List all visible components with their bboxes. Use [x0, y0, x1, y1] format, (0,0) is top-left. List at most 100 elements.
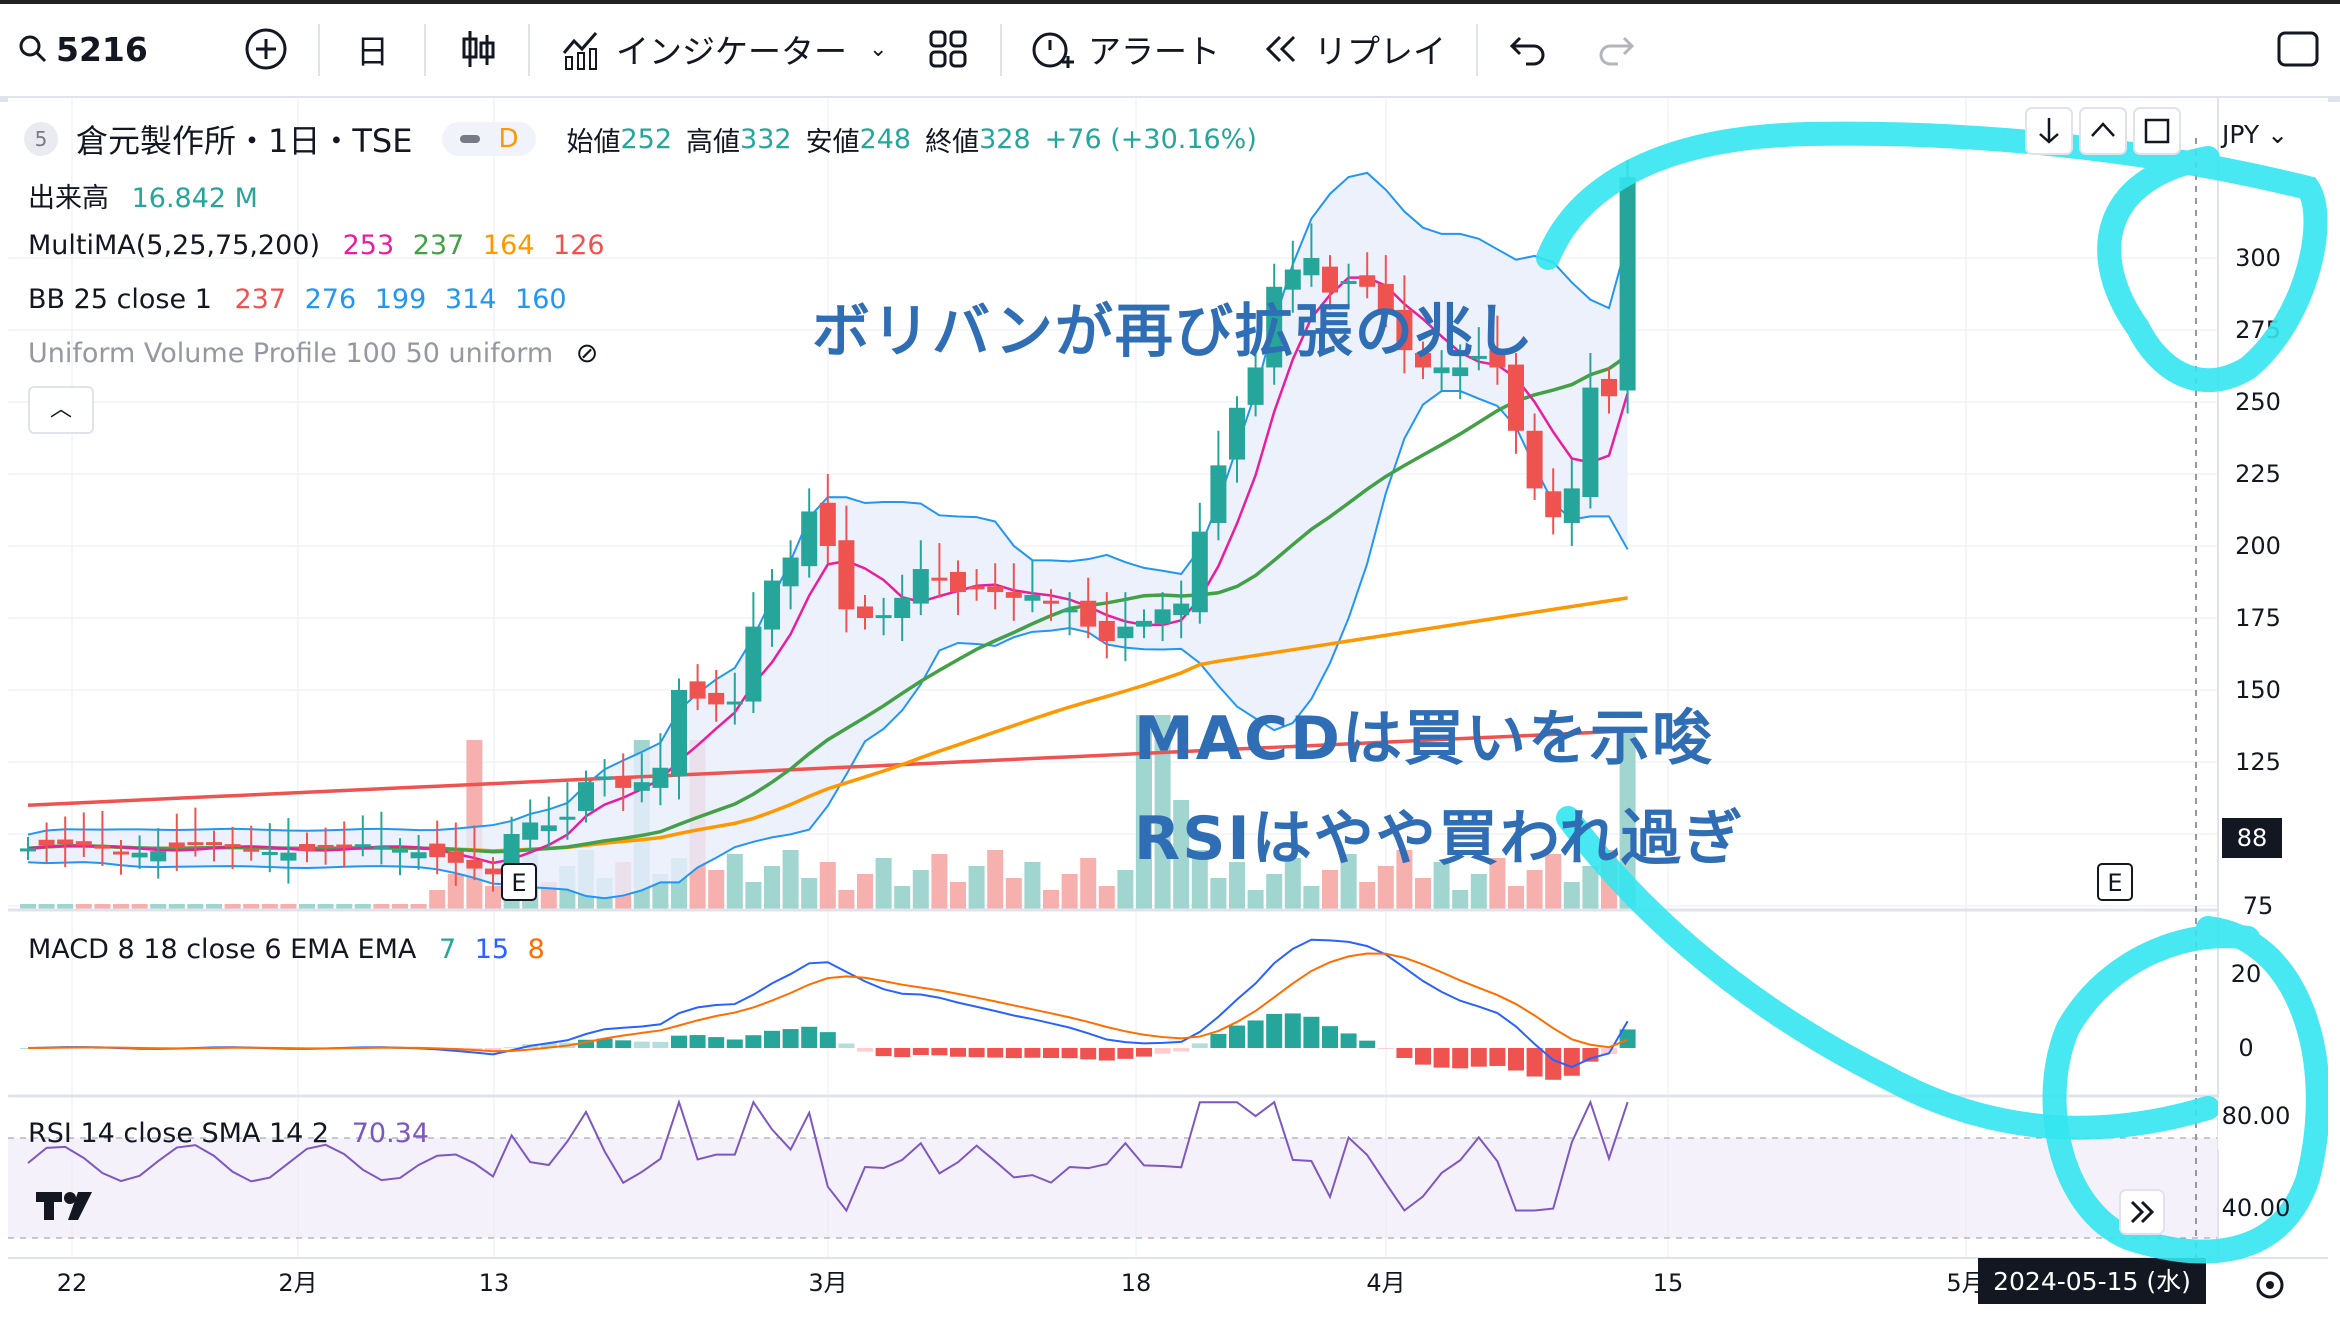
- candle-body: [113, 851, 129, 855]
- volume-bar: [801, 878, 818, 910]
- macd-histogram-bar: [1173, 1048, 1190, 1052]
- candle-body: [429, 843, 446, 858]
- candle-body: [57, 839, 74, 845]
- candle-body: [1545, 491, 1562, 518]
- volume-bar: [875, 858, 892, 910]
- rsi-band: [8, 1138, 2218, 1238]
- candle-body: [1061, 609, 1078, 613]
- rsi-legend[interactable]: RSI 14 close SMA 14 2 70.34: [28, 1118, 429, 1149]
- volume-bar: [485, 886, 501, 910]
- volume-bar: [1359, 882, 1376, 910]
- volume-bar: [1247, 890, 1264, 910]
- settings-gear-icon[interactable]: [2256, 1271, 2284, 1299]
- low-label: 安値: [805, 126, 860, 158]
- rsi-label: RSI 14 close SMA 14 2: [28, 1118, 330, 1149]
- candle-body: [410, 852, 427, 859]
- candle-body: [540, 825, 557, 832]
- alert-button[interactable]: アラート: [1030, 22, 1220, 76]
- fullscreen-button[interactable]: [2276, 22, 2320, 76]
- price-axis-label: 125: [2235, 748, 2281, 776]
- volume-bar: [168, 904, 185, 910]
- macd-legend[interactable]: MACD 8 18 close 6 EMA EMA 7 15 8: [28, 934, 545, 965]
- time-axis-label: 22: [57, 1269, 88, 1297]
- candle-body: [1619, 177, 1636, 391]
- chart-area[interactable]: 30027525022520017515012510075 88 222月133…: [8, 98, 2330, 1314]
- volume-bar: [1489, 858, 1506, 910]
- earnings-marker[interactable]: E: [511, 869, 526, 897]
- volume-bar: [819, 862, 836, 910]
- macd-histogram-bar: [1136, 1048, 1152, 1057]
- macd-histogram-bar: [745, 1035, 762, 1048]
- macd-histogram-bar: [578, 1039, 594, 1048]
- volume-bar: [1470, 874, 1487, 910]
- symbol-title[interactable]: 倉元製作所・1日・TSE: [76, 122, 413, 160]
- add-symbol-button[interactable]: [244, 22, 288, 76]
- open-label: 始値: [566, 126, 621, 158]
- redo-button[interactable]: [1598, 22, 1636, 76]
- candle-body: [1173, 603, 1190, 616]
- macd-histogram-bar: [1582, 1048, 1599, 1062]
- time-axis-label: 15: [1653, 1269, 1684, 1297]
- volume-marker-label: 88: [2237, 824, 2268, 852]
- time-axis-label: 18: [1121, 1269, 1152, 1297]
- macd-histogram-bar: [1303, 1016, 1320, 1048]
- replay-button[interactable]: リプレイ: [1262, 22, 1446, 76]
- price-axis-label: 250: [2235, 388, 2281, 416]
- bb-upper2-value: 314: [444, 284, 497, 315]
- collapse-legend-button[interactable]: ︿: [28, 386, 94, 434]
- macd-histogram-bar: [1061, 1048, 1078, 1059]
- chevron-down-icon: ⌄: [2267, 120, 2289, 149]
- volume-bar: [726, 854, 743, 910]
- candle-body: [987, 586, 1004, 593]
- interval-button[interactable]: 日: [356, 32, 389, 71]
- volume-bar: [466, 740, 483, 910]
- macd-hist-value: 7: [438, 934, 457, 965]
- volume-bar: [299, 904, 315, 910]
- bb-lower2-value: 160: [515, 284, 567, 315]
- macd-histogram-bar: [1117, 1048, 1134, 1059]
- volume-bar: [206, 904, 222, 910]
- volume-bar: [1061, 874, 1078, 910]
- candle-body: [764, 580, 780, 630]
- layout-button[interactable]: [928, 22, 968, 76]
- bb-label: BB 25 close 1: [28, 284, 212, 315]
- undo-button[interactable]: [1508, 22, 1546, 76]
- tradingview-logo: [36, 1192, 92, 1220]
- candle-body: [75, 841, 92, 846]
- earnings-marker[interactable]: E: [2107, 869, 2122, 897]
- indicators-button[interactable]: インジケーター ⌄: [560, 22, 887, 76]
- ma25-value: 237: [412, 230, 465, 261]
- currency-button[interactable]: JPY ⌄: [2222, 120, 2289, 149]
- uvp-legend[interactable]: Uniform Volume Profile 100 50 uniform ⊘: [28, 338, 598, 369]
- candle-body: [1117, 626, 1134, 639]
- candle-body: [1601, 378, 1617, 397]
- macd-histogram-bar: [1229, 1025, 1245, 1048]
- scroll-to-realtime-button[interactable]: [2119, 1189, 2165, 1235]
- price-axis-label: 300: [2235, 244, 2281, 272]
- volume-bar: [1284, 858, 1301, 910]
- candle-body: [336, 844, 353, 848]
- candle-body: [522, 822, 539, 840]
- candle-body: [168, 842, 185, 848]
- macd-histogram-bar: [1080, 1048, 1097, 1060]
- volume-bar: [894, 886, 911, 910]
- macd-histogram-bar: [1154, 1048, 1171, 1054]
- macd-histogram-bar: [819, 1032, 836, 1048]
- eye-hidden-icon[interactable]: ⊘: [575, 338, 599, 369]
- volume-legend[interactable]: 出来高 16.842 M: [28, 176, 258, 215]
- candle-body: [280, 852, 297, 861]
- low-value: 248: [859, 123, 912, 155]
- symbol-search[interactable]: 5216: [18, 22, 148, 76]
- bb-legend[interactable]: BB 25 close 1 237 276 199 314 160: [28, 284, 567, 315]
- candle-body: [466, 859, 483, 869]
- alarm-clock-icon: [1032, 32, 1074, 68]
- chart-type-button[interactable]: [460, 22, 496, 76]
- macd-histogram-bar: [968, 1048, 985, 1058]
- candle-body: [652, 767, 669, 788]
- multima-legend[interactable]: MultiMA(5,25,75,200) 253 237 164 126: [28, 230, 605, 261]
- volume-bar: [1191, 850, 1208, 910]
- candle-body: [1080, 600, 1097, 627]
- macd-histogram-bar: [764, 1030, 780, 1048]
- candle-body: [1098, 620, 1115, 642]
- price-chart-canvas[interactable]: 30027525022520017515012510075 88 222月133…: [8, 98, 2330, 1314]
